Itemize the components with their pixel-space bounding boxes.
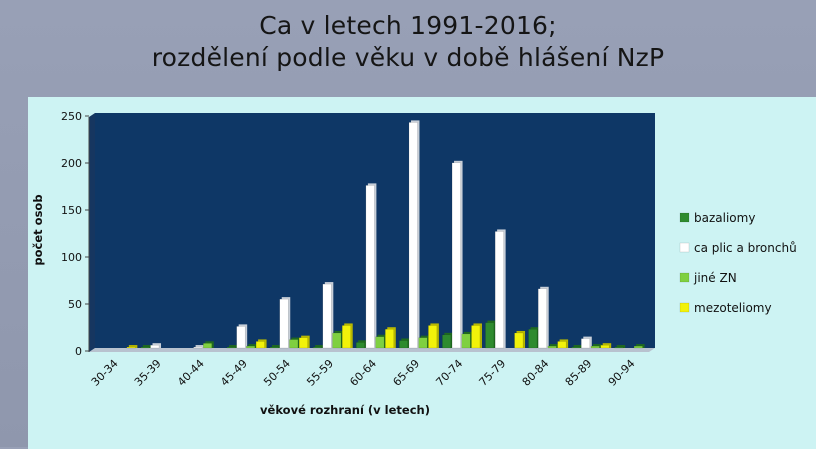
bar	[150, 344, 160, 349]
bar-shadow	[228, 345, 238, 348]
x-tick-label: 75-79	[477, 357, 509, 389]
bar	[385, 329, 394, 349]
chart-title-line2: rozdělení podle věku v době hlášení NzP	[151, 43, 665, 72]
bar-shadow	[272, 345, 281, 348]
legend-swatch	[679, 212, 690, 223]
bar-shadow	[549, 344, 559, 348]
y-tick-label: 0	[75, 345, 82, 358]
bar	[494, 231, 504, 349]
x-tick-label: 85-89	[563, 357, 595, 389]
bar	[289, 339, 299, 349]
bar-shadow	[592, 344, 602, 348]
plot-floor	[89, 348, 655, 352]
bar	[255, 341, 265, 349]
legend-label: bazaliomy	[694, 211, 755, 225]
plot-side-wall	[89, 113, 95, 352]
x-tick-label: 60-64	[347, 357, 379, 389]
bar	[298, 337, 308, 349]
x-tick-label: 65-69	[390, 357, 422, 389]
chart-title-line1: Ca v letech 1991-2016;	[259, 11, 557, 40]
bar	[203, 343, 212, 349]
bar	[633, 345, 643, 349]
bar-shadow	[315, 345, 324, 348]
bar	[342, 325, 351, 349]
y-tick-label: 250	[61, 110, 82, 123]
legend-swatch	[679, 272, 690, 283]
y-axis-label: počet osob	[31, 194, 45, 265]
bar	[375, 336, 385, 349]
bar-shadow	[616, 345, 626, 348]
y-tick-label: 50	[68, 298, 82, 311]
bar	[312, 346, 322, 349]
bar	[279, 298, 289, 349]
bar	[547, 345, 557, 349]
bar	[269, 346, 279, 349]
bar	[226, 346, 236, 349]
x-axis-label: věkové rozhraní (v letech)	[260, 403, 430, 417]
bar	[461, 333, 471, 349]
bar-shadow	[128, 345, 138, 348]
bar	[399, 340, 408, 349]
bar	[365, 185, 375, 349]
bar	[356, 342, 365, 349]
bar	[332, 332, 342, 349]
bar	[126, 346, 136, 349]
legend-label: mezoteliomy	[694, 301, 772, 315]
bar-shadow	[195, 345, 205, 348]
bar	[571, 346, 581, 349]
bar	[538, 288, 547, 349]
x-tick-label: 35-39	[132, 357, 164, 389]
x-tick-label: 80-84	[520, 357, 552, 389]
legend-swatch	[679, 302, 690, 313]
bar	[408, 122, 418, 349]
bar	[581, 338, 590, 349]
y-tick-label: 200	[61, 157, 82, 170]
x-tick-label: 45-49	[218, 357, 250, 389]
bar	[236, 326, 246, 349]
x-tick-label: 30-34	[89, 357, 121, 389]
bar	[193, 346, 203, 349]
bar-shadow	[573, 345, 583, 348]
x-tick-label: 90-94	[606, 357, 638, 389]
x-tick-label: 40-44	[175, 357, 207, 389]
legend-swatch	[679, 242, 690, 253]
chart-title: Ca v letech 1991-2016; rozdělení podle v…	[0, 10, 816, 74]
bar	[600, 344, 610, 349]
bar-shadow	[142, 345, 152, 348]
bar-shadow	[636, 344, 645, 348]
bar-shadow	[248, 344, 257, 348]
bar	[528, 329, 538, 349]
bar	[451, 162, 461, 349]
legend-label: jiné ZN	[693, 271, 737, 285]
bar	[514, 332, 524, 349]
y-tick-label: 150	[61, 204, 82, 217]
legend-label: ca plic a bronchů	[694, 241, 797, 255]
x-tick-label: 50-54	[261, 357, 293, 389]
bar	[614, 346, 624, 349]
y-tick-label: 100	[61, 251, 82, 264]
x-tick-label: 55-59	[304, 357, 336, 389]
bar	[471, 325, 481, 349]
bar	[246, 345, 256, 349]
bar	[322, 283, 332, 349]
bar	[485, 322, 495, 349]
bar	[140, 346, 150, 349]
bar	[557, 341, 567, 349]
x-tick-label: 70-74	[433, 357, 465, 389]
bar	[428, 325, 438, 349]
bar	[418, 337, 428, 349]
bar	[442, 334, 452, 349]
bar	[590, 345, 600, 349]
